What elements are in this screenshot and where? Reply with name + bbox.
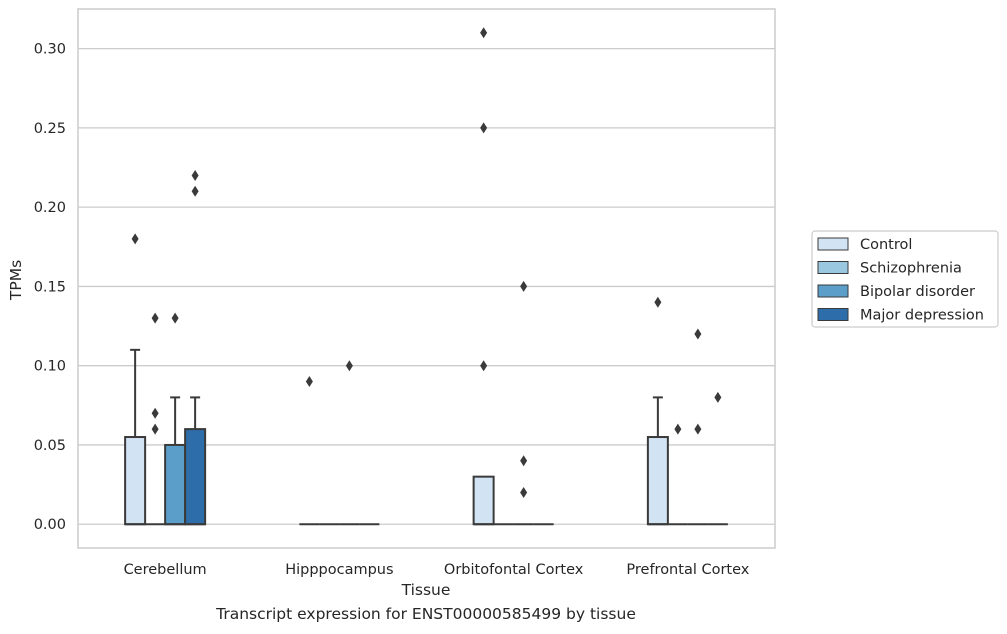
x-tick-label: Cerebellum [124,562,207,578]
chart-caption: Transcript expression for ENST0000058549… [216,605,636,623]
outlier-point [674,423,682,435]
outlier-point [654,296,662,308]
x-axis-ticks: Cerebellum Hipppocampus Orbitofontal Corte… [124,562,750,578]
outlier-point [305,376,313,388]
box [124,233,147,526]
legend-item: Bipolar disorder [817,284,975,300]
box [145,312,166,526]
outlier-point [171,312,179,324]
box [707,391,728,526]
y-axis-ticks: 0.00 0.05 0.10 0.15 0.20 0.25 0.30 [34,42,66,534]
y-tick-label: 0.10 [34,359,66,375]
outlier-point [191,169,199,181]
outlier-point [520,487,528,499]
x-axis-label: Tissue [401,581,451,599]
box [667,423,688,526]
legend-swatch [817,237,849,251]
x-tick-label: Orbitofontal Cortex [444,562,584,578]
y-tick-label: 0.05 [34,438,66,454]
box [687,328,708,526]
outlier-point [520,280,528,292]
x-tick-label: Hipppocampus [285,562,393,578]
box-body [164,443,187,526]
outlier-point [480,27,488,39]
category-group [124,169,207,526]
outlier-point [131,233,139,245]
plot-frame [77,8,776,549]
outlier-point [520,455,528,467]
category-group [472,27,554,526]
legend-item: Schizophrenia [817,261,962,277]
legend-label: Major depression [860,308,984,324]
y-tick-label: 0.15 [34,279,66,295]
outlier-point [694,423,702,435]
legend-item: Control [817,237,912,253]
box-body [646,436,669,526]
outlier-point [191,185,199,197]
box-body [472,475,495,526]
legend-swatch [817,261,849,274]
legend-label: Schizophrenia [860,261,962,277]
box [164,312,187,526]
y-tick-label: 0.30 [34,42,66,58]
legend-label: Control [860,237,912,253]
box-body [184,428,207,526]
outlier-point [345,360,353,372]
outlier-point [480,122,488,134]
legend: Control Schizophrenia Bipolar disorder Majo… [811,230,999,328]
outlier-point [151,312,159,324]
box-groups [124,27,728,526]
category-group [646,296,728,526]
y-tick-label: 0.00 [34,517,66,533]
outlier-point [714,391,722,403]
box [339,360,360,526]
outlier-point [151,423,159,435]
outlier-point [694,328,702,340]
legend-swatch [817,284,849,298]
legend-item: Major depression [817,308,984,324]
box [299,376,320,526]
box [472,27,495,526]
outlier-point [151,407,159,419]
box [184,169,207,526]
category-group [299,360,380,526]
y-axis-label: TPMs [7,260,25,301]
y-tick-label: 0.25 [34,121,66,137]
box [513,280,534,526]
legend-label: Bipolar disorder [860,284,975,300]
legend-frame [811,230,999,328]
y-tick-label: 0.20 [34,200,66,216]
box [646,296,669,526]
outlier-point [480,360,488,372]
legend-swatch [817,308,849,321]
x-tick-label: Prefrontal Cortex [626,562,749,578]
box-body [124,436,147,526]
